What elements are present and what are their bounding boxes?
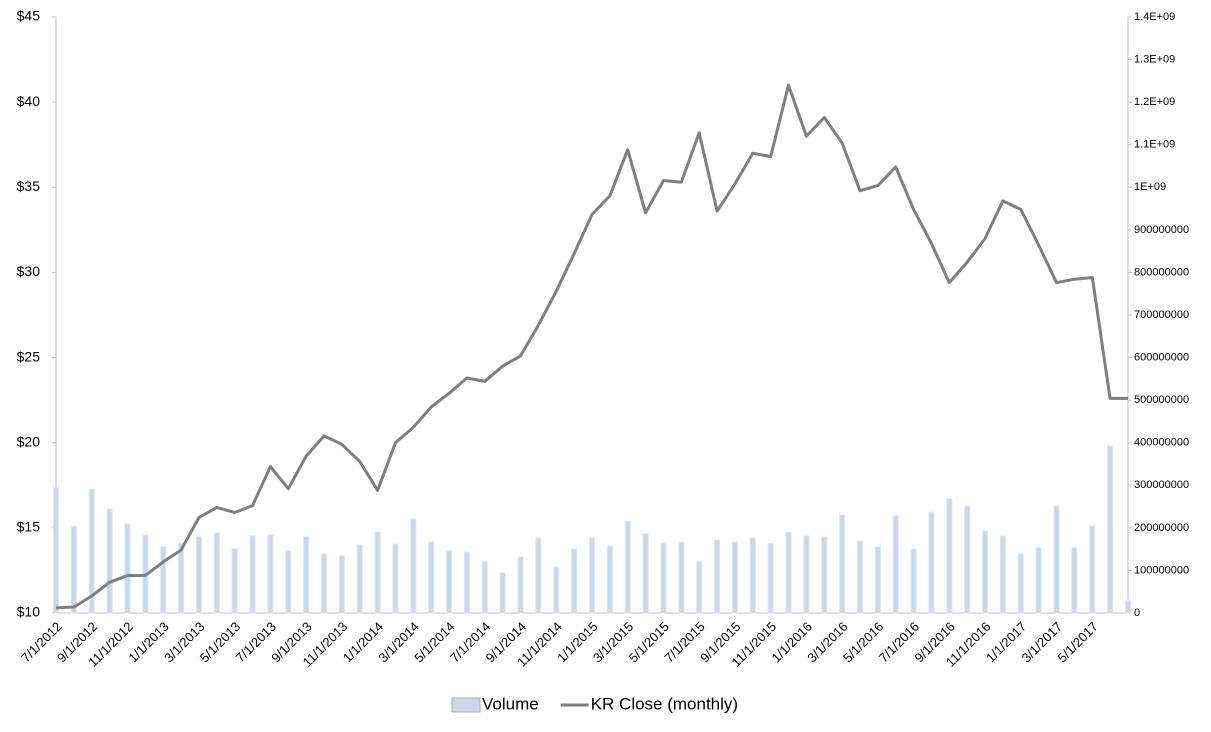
y2-tick-label: 300000000 [1134, 479, 1189, 491]
y-tick-label: $15 [17, 519, 41, 535]
bar [785, 531, 792, 614]
y-tick-label: $30 [17, 263, 41, 279]
bar [964, 505, 971, 614]
bar [696, 561, 703, 614]
y2-tick-label: 0 [1134, 607, 1140, 619]
y2-tick-label: 1E+09 [1134, 181, 1166, 193]
bar [267, 534, 274, 614]
y2-tick-label: 400000000 [1134, 437, 1189, 449]
bar [178, 542, 185, 614]
y-tick-label: $45 [17, 8, 41, 24]
bar [714, 539, 721, 614]
bar [463, 551, 470, 614]
y2-tick-label: 200000000 [1134, 522, 1189, 534]
bar [857, 540, 863, 614]
bar [999, 535, 1006, 614]
bar [910, 548, 917, 614]
y2-tick-label: 900000000 [1134, 224, 1189, 236]
bar [374, 531, 381, 614]
y2-tick-label: 1.4E+09 [1134, 11, 1175, 23]
y-tick-label: $40 [17, 93, 41, 109]
bar [1107, 445, 1114, 614]
bar [499, 572, 506, 614]
bar [1053, 505, 1060, 614]
bar [642, 533, 649, 614]
y2-tick-label: 700000000 [1134, 309, 1189, 321]
bar [874, 546, 881, 614]
legend-label: Volume [482, 694, 539, 713]
bar [982, 530, 989, 614]
y2-tick-label: 500000000 [1134, 394, 1189, 406]
y2-tick-label: 1.1E+09 [1134, 139, 1175, 151]
bar [338, 555, 345, 614]
bar [1017, 553, 1024, 614]
y-tick-label: $10 [17, 604, 41, 620]
bar [803, 535, 810, 614]
bar [321, 553, 327, 614]
bar [231, 548, 238, 614]
bar [1035, 547, 1042, 614]
bar [821, 536, 828, 614]
bar [589, 537, 595, 614]
bar [481, 561, 488, 614]
bar [553, 566, 560, 614]
bar [678, 541, 685, 614]
bar [1125, 600, 1131, 614]
y2-tick-label: 100000000 [1134, 564, 1189, 576]
bar [285, 550, 292, 614]
bar [410, 518, 417, 614]
bar [606, 545, 613, 614]
bar [303, 536, 310, 614]
bar [428, 541, 435, 614]
y2-tick-label: 600000000 [1134, 351, 1189, 363]
bar [446, 550, 453, 614]
bar [88, 488, 95, 614]
bar [839, 514, 846, 614]
bar [213, 532, 220, 614]
bar [749, 537, 756, 614]
bar [124, 523, 131, 614]
bar [892, 515, 899, 614]
y2-tick-label: 800000000 [1134, 266, 1189, 278]
bar [392, 543, 399, 614]
bar [70, 525, 77, 614]
bar [106, 508, 113, 614]
bar [928, 511, 935, 614]
y-tick-label: $20 [17, 433, 41, 449]
y-tick-label: $35 [17, 178, 41, 194]
bar [767, 542, 774, 614]
bar [195, 536, 202, 614]
line [55, 83, 1128, 610]
bar [53, 487, 59, 614]
bar [660, 542, 667, 614]
bar [356, 544, 363, 614]
legend-label: KR Close (monthly) [591, 694, 738, 713]
bar [1071, 547, 1078, 614]
bar [535, 537, 542, 614]
bar [571, 548, 578, 614]
bar [160, 546, 167, 614]
y2-tick-label: 1.3E+09 [1134, 53, 1175, 65]
legend-swatch [451, 697, 481, 713]
bar [1089, 525, 1096, 614]
bar [624, 520, 631, 614]
y2-tick-label: 1.2E+09 [1134, 96, 1175, 108]
bar [249, 535, 256, 614]
bar [731, 541, 738, 614]
y-tick-label: $25 [17, 348, 41, 364]
bar [517, 556, 524, 614]
bar [946, 498, 953, 614]
